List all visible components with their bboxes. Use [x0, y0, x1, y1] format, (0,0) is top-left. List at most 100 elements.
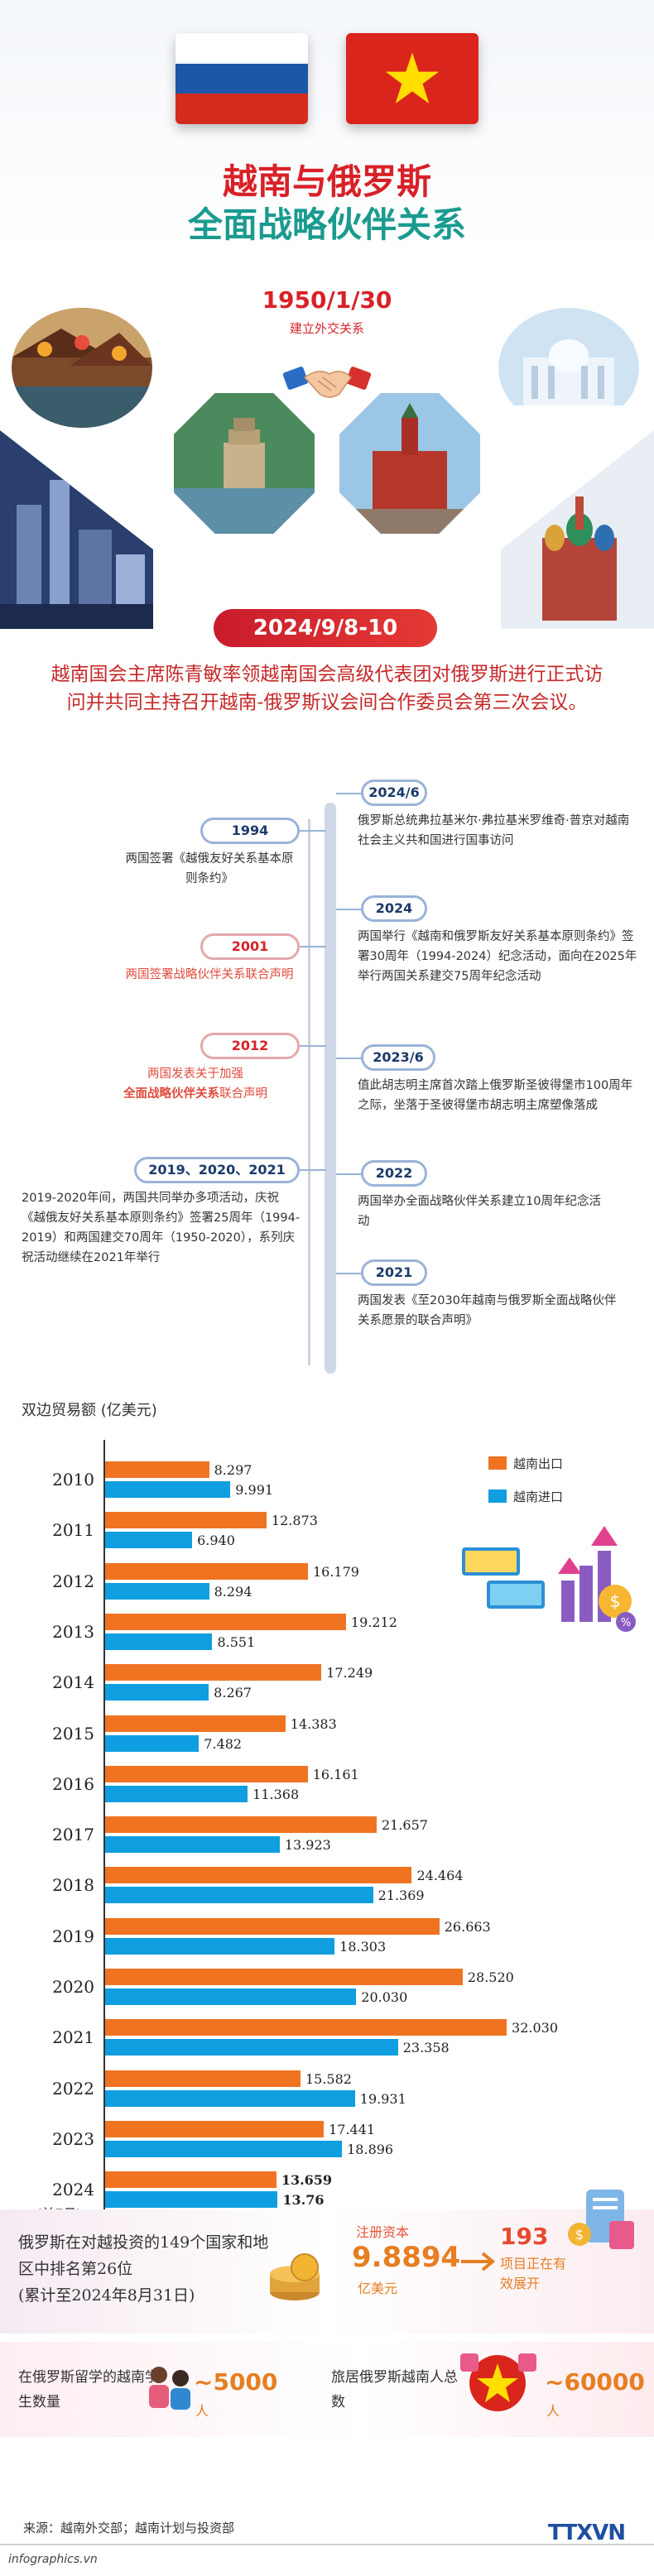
trade-illustration-icon: $ %: [462, 1526, 636, 1632]
export-value-label: 13.659: [281, 2172, 333, 2189]
projects-value: 193: [500, 2223, 549, 2250]
title-line-1: 越南与俄罗斯: [222, 161, 431, 202]
export-bar: [105, 1512, 267, 1529]
import-bar: [105, 1633, 213, 1650]
export-bar: [105, 1715, 286, 1732]
import-value-label: 13.923: [284, 1837, 331, 1854]
projects-label: 项目正在有效展开: [500, 2256, 567, 2291]
import-bar: [105, 2039, 398, 2056]
year-label: 2017: [52, 1825, 94, 1845]
import-bar: [105, 1734, 200, 1752]
export-bar: [105, 2070, 301, 2087]
svg-text:$: $: [575, 2227, 584, 2243]
title-line-2: 全面战略伙伴关系: [187, 204, 466, 245]
import-value-label: 7.482: [204, 1735, 243, 1752]
year-label: 2020: [52, 1977, 94, 1997]
import-value-label: 11.368: [252, 1786, 300, 1802]
export-bar: [105, 1969, 463, 1985]
source-note: 来源：越南外交部；越南计划与投资部: [23, 2521, 235, 2535]
export-bar: [105, 1461, 209, 1478]
year-label: 2015: [52, 1723, 94, 1744]
footer-divider: [0, 2544, 654, 2545]
timeline-text-2024-6: 俄罗斯总统弗拉基米尔·弗拉基米罗维奇·普京对越南社会主义共和国进行国事访问: [358, 814, 630, 847]
year-label: 2023: [52, 2128, 94, 2149]
investment-ranking-text: 俄罗斯在对越投资的149个国家和地区中排名第26位: [18, 2233, 269, 2278]
footer-site-link[interactable]: infographics.vn: [8, 2553, 98, 2566]
import-value-label: 21.369: [377, 1888, 425, 1904]
timeline-text-2012-suffix: 联合声明: [219, 1087, 267, 1101]
investment-ranking-note: (累计至2024年8月31日): [18, 2286, 195, 2305]
visit-date-badge: 2024/9/8-10: [214, 609, 437, 647]
timeline-text-2012: 两国发表关于加强 全面战略伙伴关系联合声明: [91, 1064, 300, 1104]
community-label: 旅居俄罗斯越南人总数: [331, 2369, 458, 2411]
import-bar: [105, 2191, 278, 2209]
import-value-label: 19.931: [359, 2090, 406, 2107]
connector: [336, 1273, 363, 1274]
year-label: 2022: [52, 2078, 94, 2099]
import-value-label: 6.940: [197, 1533, 235, 1549]
legend-import-swatch: [488, 1489, 507, 1503]
students-icon: [149, 2367, 190, 2410]
import-bar: [105, 1481, 231, 1498]
students-unit: 人: [195, 2403, 209, 2419]
year-label: 2011: [52, 1520, 94, 1541]
export-value-label: 15.582: [305, 2070, 352, 2087]
legend-import-label: 越南进口: [513, 1489, 564, 1504]
timeline-text-2023-6: 值此胡志明主席首次踏上俄罗斯圣彼得堡市100周年之际，坐落于圣彼得堡市胡志明主席…: [358, 1079, 633, 1112]
year-label: 2019: [52, 1926, 94, 1946]
community-unit: 人: [546, 2403, 560, 2419]
export-value-label: 24.464: [416, 1868, 464, 1884]
import-value-label: 13.76: [282, 2192, 325, 2209]
import-value-label: 8.551: [217, 1633, 256, 1650]
export-value-label: 16.179: [312, 1563, 359, 1580]
timeline-text-2021: 两国发表《至2030年越南与俄罗斯全面战略伙伴关系愿景的联合声明》: [358, 1294, 617, 1327]
export-value-label: 8.297: [214, 1462, 252, 1478]
export-value-label: 32.030: [512, 2020, 558, 2036]
export-bar: [105, 1664, 322, 1681]
import-bar: [105, 1887, 373, 1904]
export-bar: [105, 1816, 377, 1834]
export-value-label: 17.441: [329, 2121, 376, 2137]
timeline-year-2024-6: 2024/6: [361, 780, 427, 806]
timeline-year-2012: 2012: [200, 1033, 300, 1059]
year-label: 2010: [52, 1470, 94, 1489]
import-value-label: 23.358: [402, 2040, 450, 2056]
investment-band: [0, 2209, 654, 2334]
export-bar: [105, 2120, 325, 2137]
import-bar: [105, 1836, 280, 1854]
timeline-year-2024: 2024: [361, 895, 427, 922]
import-bar: [105, 2089, 355, 2107]
legend-export-label: 越南出口: [513, 1456, 564, 1471]
turtle-tower-photo: [174, 393, 315, 534]
winter-palace-photo: [498, 308, 639, 428]
export-bar: [105, 1765, 308, 1782]
chart-y-axis: [103, 1440, 105, 2209]
import-bar: [105, 2140, 343, 2157]
legend-export-swatch: [488, 1456, 507, 1470]
timeline-text-2022: 两国举办全面战略伙伴关系建立10周年纪念活动: [358, 1195, 601, 1228]
export-bar: [105, 2171, 277, 2189]
svg-text:$: $: [610, 1591, 621, 1611]
export-value-label: 12.873: [271, 1513, 318, 1529]
star-icon: [385, 52, 440, 104]
agency-logo: TTXVN: [548, 2521, 626, 2545]
export-value-label: 28.520: [467, 1969, 514, 1985]
timeline-year-2019-2021: 2019、2020、2021: [134, 1157, 300, 1183]
timeline-year-2001: 2001: [200, 933, 300, 960]
timeline-year-2022: 2022: [361, 1160, 427, 1187]
visit-description: 越南国会主席陈青敏率领越南国会高级代表团对俄罗斯进行正式访问并共同主持召开越南-…: [50, 664, 604, 713]
capital-value: 9.8894: [352, 2241, 461, 2274]
timeline-axis: [325, 803, 336, 1374]
year-label: 2013: [52, 1621, 94, 1642]
community-icon: [460, 2353, 536, 2411]
chart-title: 双边贸易额 (亿美元): [22, 1402, 157, 1419]
timeline-text-2024: 两国举行《越南和俄罗斯友好关系基本原则条约》签署30周年（1994-2024）纪…: [358, 930, 637, 983]
import-value-label: 18.303: [339, 1938, 387, 1955]
connector: [336, 909, 363, 910]
import-bar: [105, 1988, 357, 2005]
community-value: ~60000: [545, 2368, 645, 2396]
establish-date: 1950/1/30: [262, 286, 392, 314]
community-band: [0, 2342, 654, 2437]
year-label: 2018: [52, 1875, 94, 1896]
timeline-year-2021: 2021: [361, 1259, 427, 1286]
